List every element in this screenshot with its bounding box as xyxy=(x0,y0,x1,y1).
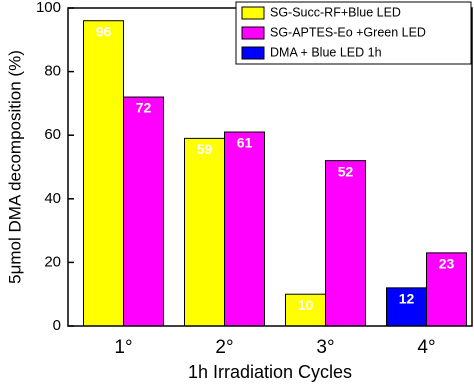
x-axis-label: 1h Irradiation Cycles xyxy=(188,362,352,382)
y-tick-label: 60 xyxy=(44,126,61,143)
y-tick-label: 40 xyxy=(44,190,61,207)
value-label: 72 xyxy=(136,100,152,116)
value-label: 59 xyxy=(197,141,213,157)
bar xyxy=(184,137,225,327)
x-tick-label: 1° xyxy=(114,337,132,358)
bar xyxy=(325,160,366,327)
y-tick-label: 0 xyxy=(53,317,61,334)
y-tick-label: 20 xyxy=(44,253,61,270)
legend-label: DMA + Blue LED 1h xyxy=(270,45,382,59)
legend-box xyxy=(235,1,472,65)
y-tick-label: 100 xyxy=(36,0,61,16)
value-label: 10 xyxy=(298,297,314,313)
x-tick-label: 4° xyxy=(417,337,435,358)
x-tick-label: 2° xyxy=(215,337,233,358)
value-label: 12 xyxy=(399,291,415,307)
value-label: 23 xyxy=(439,256,455,272)
value-label: 61 xyxy=(237,135,253,151)
value-label: 96 xyxy=(96,23,112,39)
x-tick-label: 3° xyxy=(316,337,334,358)
bar xyxy=(123,96,164,327)
bar xyxy=(224,131,265,327)
legend-swatch xyxy=(241,6,265,20)
legend-swatch xyxy=(241,26,265,40)
legend-label: SG-Succ-RF+Blue LED xyxy=(270,5,401,19)
y-axis-label: 5μmol DMA decomposition (%) xyxy=(5,50,24,284)
legend-swatch xyxy=(241,46,265,60)
y-tick-label: 80 xyxy=(44,63,61,80)
bar xyxy=(83,20,124,327)
legend-label: SG-APTES-Eo +Green LED xyxy=(270,25,426,39)
value-label: 52 xyxy=(338,163,354,179)
